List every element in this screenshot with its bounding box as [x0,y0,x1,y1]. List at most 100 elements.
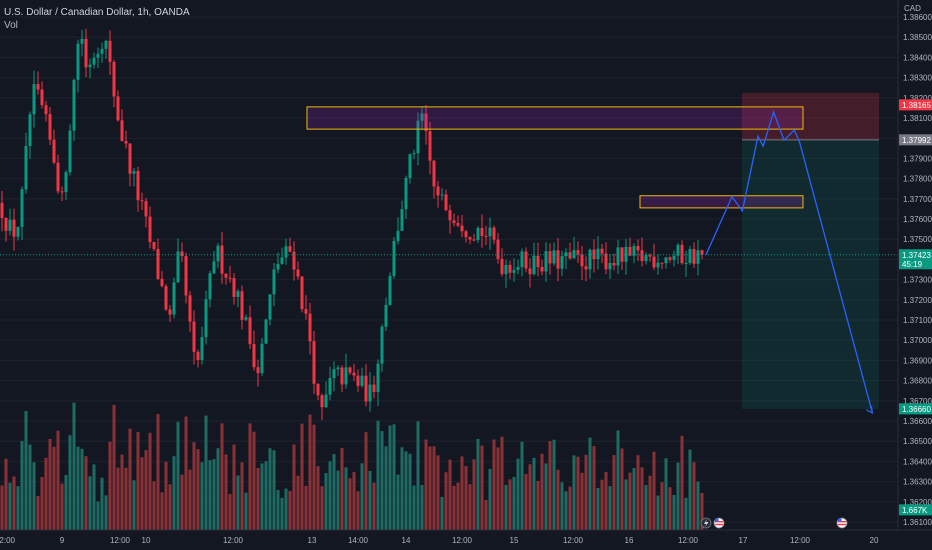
candle-body [236,291,240,297]
volume-bar [664,458,668,530]
volume-bar [76,446,80,530]
volume-bar [488,468,492,530]
candle-body [524,251,528,269]
volume-bar [412,485,416,530]
volume-bar [652,451,656,530]
candle-body [336,367,340,370]
countdown-label: 45:19 [902,260,923,269]
price-axis[interactable]: 1.386001.385001.384001.383001.382001.381… [897,0,932,550]
volume-bar [296,475,300,530]
candle-body [100,48,104,54]
time-tick-label: 14:00 [348,536,369,545]
candle-body [664,257,668,264]
price-tick-label: 1.36300 [903,478,932,487]
volume-bar [612,455,616,530]
short-position-stop-area[interactable] [742,92,879,140]
volume-bar [352,472,356,530]
time-tick-label: 12:00 [452,536,473,545]
candle-body [156,249,160,279]
time-tick-label: 17 [739,536,748,545]
volume-bar [376,420,380,530]
volume-bar [280,497,284,530]
volume-bar [84,456,88,530]
volume-bar [196,449,200,530]
candle-body [652,256,656,268]
candle-body [540,266,544,272]
volume-bar [148,432,152,530]
candle-body [492,227,496,240]
candle-body [40,89,44,106]
candle-body [496,239,500,259]
volume-bar [692,462,696,530]
price-tag-label: 1.37423 [902,251,931,260]
volume-bar [564,491,568,530]
volume-bar [544,463,548,530]
volume-bar [324,473,328,530]
us-flag-icon[interactable] [836,517,848,529]
volume-bar [556,469,560,530]
candle-body [504,264,508,275]
price-tag [899,134,932,146]
volume-bar [264,461,268,530]
volume-bar [88,476,92,530]
candle-body [588,249,592,270]
price-tick-label: 1.37500 [903,235,932,244]
volume-bar [268,448,272,530]
volume-bar [260,463,264,530]
volume-bar [480,445,484,530]
supply-zone-box[interactable] [306,106,804,130]
volume-bar [140,457,144,530]
candle-body [8,219,12,231]
volume-bar [4,458,8,530]
candle-body [32,84,36,115]
price-tag [899,403,932,415]
volume-bar [460,456,464,530]
candle-body [388,275,392,305]
flash-icon[interactable] [700,517,712,529]
candle-body [340,367,344,385]
time-axis[interactable]: 12:00 9 12:00 10 12:00 13 14:00 14 12:00 15 12:00 1… [0,529,932,550]
time-tick-label: 13 [308,536,317,545]
candle-body [160,278,164,287]
candle-body [448,210,452,221]
candle-body [108,40,112,62]
volume-bar [224,454,228,530]
candle-body [220,245,224,274]
candle-body [640,250,644,261]
volume-bar [216,448,220,530]
candle-body [580,254,584,267]
volume-bar [252,431,256,530]
candle-body [128,143,132,174]
us-flag-icon[interactable] [713,517,725,529]
time-tick-label: 10 [142,536,151,545]
time-tick-label: 12:00 [0,536,16,545]
symbol-title: U.S. Dollar / Canadian Dollar, 1h, OANDA [4,7,190,18]
projection-path[interactable] [705,109,874,414]
candle-body [348,367,352,373]
annotations[interactable] [0,92,898,529]
price-tick-label: 1.36100 [903,518,932,527]
volume-bar [168,484,172,530]
volume-bar [436,455,440,530]
volume-bar [40,477,44,530]
candle-body [44,105,48,115]
candle-body [544,251,548,272]
candle-body [688,249,692,263]
price-tick-label: 1.37600 [903,215,932,224]
volume-bar [104,495,108,530]
price-tick-label: 1.37800 [903,175,932,184]
candle-body [512,269,516,273]
candle-body [392,241,396,276]
short-position-target-area[interactable] [742,139,879,409]
mid-zone-box[interactable] [639,195,804,209]
price-tag [899,99,932,111]
price-tick-label: 1.37300 [903,276,932,285]
candle-body [300,276,304,310]
candle-body [700,250,704,255]
volume-bar [320,486,324,530]
candle-body [152,241,156,250]
candle-body [252,344,256,368]
volume-bar [212,459,216,530]
volume-bar [176,421,180,530]
